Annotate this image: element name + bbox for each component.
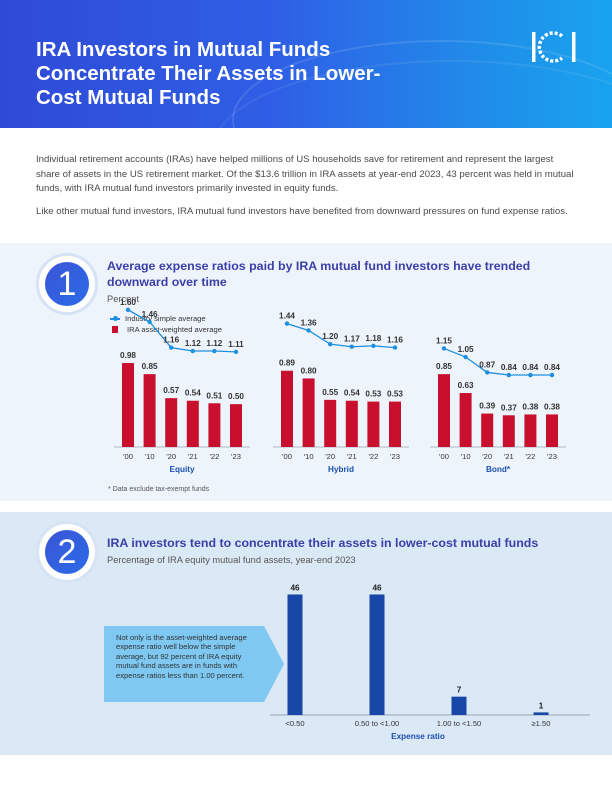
section-2-title: IRA investors tend to concentrate their … xyxy=(107,536,539,550)
legend-item-line: Industry simple average xyxy=(110,313,222,324)
chart-1-legend: Industry simple average IRA asset-weight… xyxy=(110,313,222,335)
legend-item-bar: IRA asset-weighted average xyxy=(110,324,222,335)
line-marker-icon xyxy=(110,315,120,323)
page-title: IRA Investors in Mutual Funds Concentrat… xyxy=(36,38,381,109)
legend-label: Industry simple average xyxy=(125,314,206,323)
bar-marker-icon xyxy=(112,326,118,333)
chart-1-footnote: * Data exclude tax-exempt funds xyxy=(108,486,210,493)
intro-paragraph: Individual retirement accounts (IRAs) ha… xyxy=(36,154,574,194)
intro-text: Individual retirement accounts (IRAs) ha… xyxy=(36,153,576,227)
logo-bar-i1 xyxy=(532,32,536,62)
logo-c xyxy=(537,31,564,63)
section-1-subtitle: Percent xyxy=(107,294,140,304)
page-header: IRA Investors in Mutual Funds Concentrat… xyxy=(0,0,612,128)
ici-logo xyxy=(532,31,576,63)
section-2-subtitle: Percentage of IRA equity mutual fund ass… xyxy=(107,555,356,565)
callout-arrow xyxy=(104,626,284,702)
legend-label: IRA asset-weighted average xyxy=(127,325,222,334)
section-2-number-badge: 2 xyxy=(36,521,98,583)
logo-bar-i2 xyxy=(572,32,576,62)
callout-text: Not only is the asset-weighted average e… xyxy=(116,633,247,680)
section-2-number: 2 xyxy=(45,530,89,574)
section-1-number: 1 xyxy=(45,262,89,306)
section-1-number-badge: 1 xyxy=(36,253,98,315)
section-1-title: Average expense ratios paid by IRA mutua… xyxy=(107,259,531,289)
section-2-panel xyxy=(0,512,612,755)
intro-paragraph: Like other mutual fund investors, IRA mu… xyxy=(36,205,568,217)
